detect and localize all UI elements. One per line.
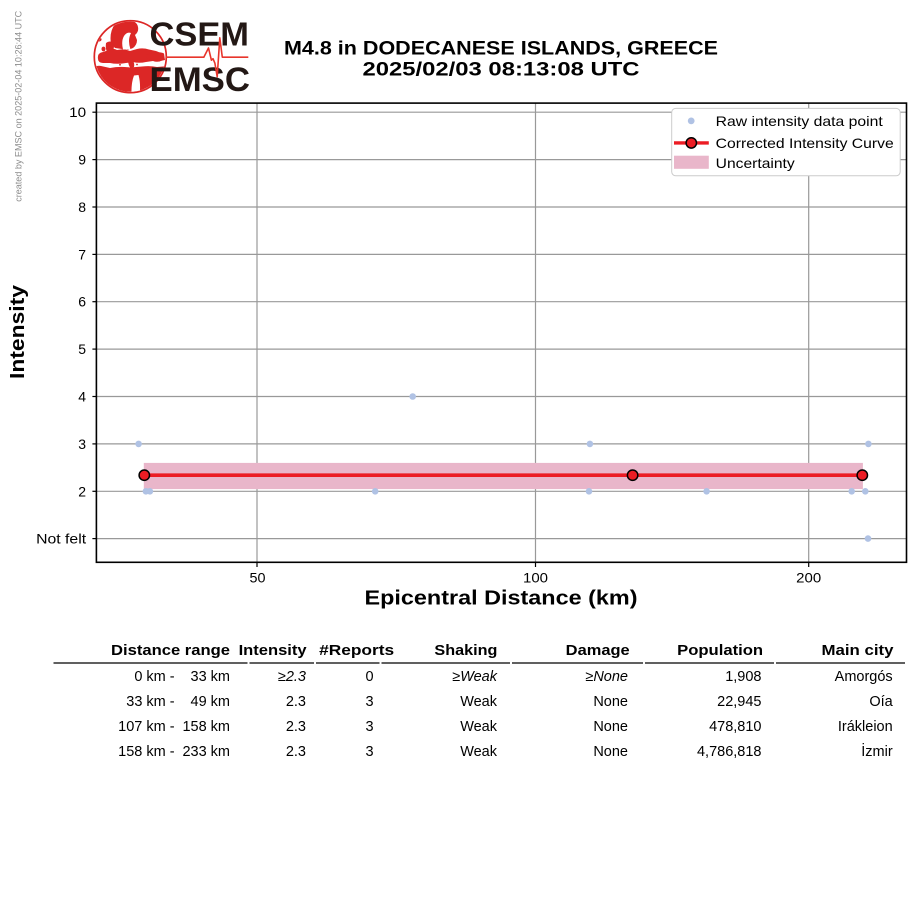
svg-text:8: 8	[78, 199, 86, 215]
svg-text:≥Weak: ≥Weak	[452, 669, 498, 685]
svg-text:0: 0	[366, 669, 374, 685]
svg-text:Population: Population	[677, 643, 763, 659]
svg-text:None: None	[593, 744, 628, 760]
svg-text:Epicentral Distance (km): Epicentral Distance (km)	[365, 588, 638, 610]
svg-text:33 km -: 33 km -	[126, 694, 175, 710]
svg-text:0 km -: 0 km -	[134, 669, 174, 685]
svg-text:Oía: Oía	[869, 694, 893, 710]
svg-text:3: 3	[366, 694, 374, 710]
svg-text:Main city: Main city	[822, 643, 894, 659]
svg-text:9: 9	[78, 152, 86, 168]
svg-text:Damage: Damage	[566, 643, 630, 659]
svg-text:2.3: 2.3	[286, 719, 306, 735]
svg-text:Not felt: Not felt	[36, 531, 86, 547]
svg-text:158 km -: 158 km -	[118, 744, 175, 760]
svg-text:233 km: 233 km	[182, 744, 230, 760]
svg-text:Irákleion: Irákleion	[838, 719, 893, 735]
svg-text:158 km: 158 km	[182, 719, 230, 735]
svg-text:2.3: 2.3	[286, 694, 306, 710]
svg-text:Weak: Weak	[460, 694, 498, 710]
svg-text:2025/02/03 08:13:08 UTC: 2025/02/03 08:13:08 UTC	[363, 59, 640, 81]
svg-text:6: 6	[78, 294, 86, 310]
svg-text:3: 3	[78, 436, 86, 452]
svg-text:200: 200	[796, 570, 821, 586]
svg-text:4,786,818: 4,786,818	[697, 744, 762, 760]
svg-text:4: 4	[78, 389, 86, 405]
svg-text:478,810: 478,810	[709, 719, 761, 735]
svg-text:Amorgós: Amorgós	[835, 669, 893, 685]
svg-text:5: 5	[78, 341, 86, 357]
svg-text:3: 3	[366, 719, 374, 735]
svg-text:10: 10	[69, 104, 86, 120]
svg-text:3: 3	[366, 744, 374, 760]
svg-text:None: None	[593, 719, 628, 735]
svg-text:22,945: 22,945	[717, 694, 761, 710]
svg-text:None: None	[593, 694, 628, 710]
svg-text:Intensity: Intensity	[7, 284, 29, 379]
svg-text:2: 2	[78, 483, 86, 499]
svg-text:İzmir: İzmir	[861, 742, 893, 760]
svg-text:49 km: 49 km	[191, 694, 231, 710]
svg-text:1,908: 1,908	[725, 669, 761, 685]
svg-text:EMSC: EMSC	[150, 61, 251, 99]
svg-text:50: 50	[250, 570, 266, 586]
svg-text:100: 100	[523, 570, 548, 586]
svg-text:Distance range: Distance range	[111, 643, 230, 659]
svg-text:Shaking: Shaking	[434, 643, 497, 659]
svg-text:7: 7	[78, 246, 86, 262]
svg-text:≥2.3: ≥2.3	[278, 669, 306, 685]
svg-text:#Reports: #Reports	[319, 643, 394, 659]
svg-text:Weak: Weak	[460, 719, 498, 735]
svg-text:≥None: ≥None	[585, 669, 628, 685]
svg-text:M4.8 in DODECANESE ISLANDS, GR: M4.8 in DODECANESE ISLANDS, GREECE	[284, 38, 718, 60]
svg-text:Raw intensity data point: Raw intensity data point	[716, 113, 883, 129]
svg-text:Weak: Weak	[460, 744, 498, 760]
svg-text:CSEM: CSEM	[150, 15, 250, 52]
svg-text:107 km -: 107 km -	[118, 719, 175, 735]
svg-text:Intensity: Intensity	[239, 643, 307, 659]
svg-text:created by EMSC on 2025-02-04: created by EMSC on 2025-02-04 10:26:44 U…	[14, 10, 24, 202]
svg-text:2.3: 2.3	[286, 744, 306, 760]
svg-text:33 km: 33 km	[191, 669, 231, 685]
svg-text:Uncertainty: Uncertainty	[716, 155, 795, 171]
svg-text:Corrected Intensity Curve: Corrected Intensity Curve	[716, 135, 894, 151]
